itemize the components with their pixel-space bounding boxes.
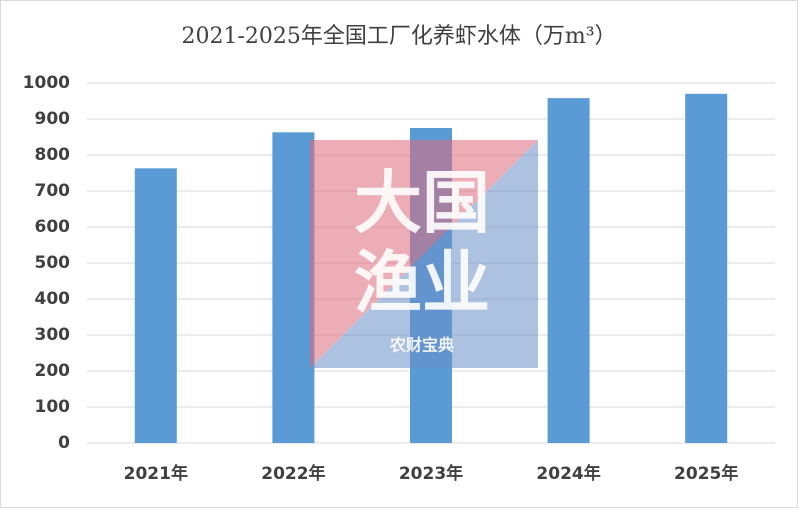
y-tick-label: 300: [35, 325, 71, 345]
bar: [685, 93, 728, 444]
watermark-text: 大国 渔业 农财宝典: [354, 165, 490, 355]
bar: [547, 98, 590, 444]
y-tick-label: 500: [35, 253, 71, 273]
x-tick-label: 2023年: [399, 463, 463, 484]
y-tick-label: 100: [35, 397, 71, 417]
y-tick-label: 700: [35, 181, 71, 201]
watermark-brand: 农财宝典: [389, 336, 454, 355]
x-tick-label: 2024年: [536, 463, 600, 484]
y-tick-label: 1000: [23, 73, 70, 93]
y-tick-label: 200: [35, 361, 71, 381]
y-tick-label: 900: [35, 109, 71, 129]
x-tick-label: 2022年: [261, 463, 325, 484]
bar: [134, 168, 177, 443]
x-tick-label: 2025年: [674, 463, 738, 484]
chart-title: 2021-2025年全国工厂化养虾水体（万m³）: [181, 24, 616, 49]
x-tick-label: 2021年: [124, 463, 188, 484]
y-tick-label: 0: [58, 433, 70, 453]
watermark-line1: 大国: [354, 165, 490, 244]
watermark: [310, 140, 538, 368]
y-tick-label: 600: [35, 217, 71, 237]
watermark-line2: 渔业: [354, 245, 490, 324]
y-tick-label: 800: [35, 145, 71, 165]
y-tick-label: 400: [35, 289, 71, 309]
watermark-blue: [310, 140, 538, 368]
bar: [272, 132, 315, 443]
